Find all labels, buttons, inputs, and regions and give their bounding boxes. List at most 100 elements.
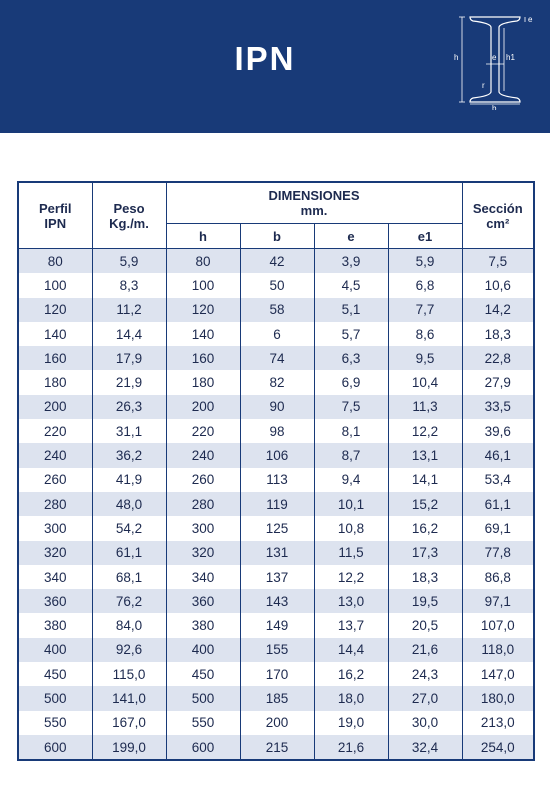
table-cell: 5,7 <box>313 321 389 347</box>
table-cell: 16,2 <box>387 516 463 541</box>
page-title: IPN <box>234 40 296 77</box>
table-cell: 27,0 <box>387 686 463 711</box>
table-cell: 280 <box>17 491 93 517</box>
table-cell: 167,0 <box>91 710 167 735</box>
table-cell: 200 <box>17 394 93 420</box>
table-cell: 12,2 <box>387 419 463 444</box>
ipn-profile-table: Perfil IPN Peso Kg./m. DIMENSIONES mm. Secc… <box>17 181 536 762</box>
table-row: 320 61,1 320 131 11,5 17,3 77,8 <box>17 540 535 565</box>
table-cell: 7,5 <box>313 394 389 420</box>
table-row: 120 11,2 120 58 5,1 7,7 14,2 <box>17 297 535 322</box>
label-b: b <box>492 104 497 110</box>
table-cell: 69,1 <box>461 516 535 541</box>
table-cell: 8,3 <box>91 273 167 298</box>
table-cell: 10,1 <box>313 491 389 517</box>
table-cell: 380 <box>165 613 241 638</box>
table-row: 360 76,2 360 143 13,0 19,5 97,1 <box>17 589 535 614</box>
table-row: 450 115,0 450 170 16,2 24,3 147,0 <box>17 662 535 687</box>
table-cell: 400 <box>17 637 93 663</box>
table-cell: 360 <box>17 589 93 614</box>
table-cell: 10,4 <box>387 370 463 395</box>
table-row: 550 167,0 550 200 19,0 30,0 213,0 <box>17 710 535 735</box>
table-cell: 380 <box>17 613 93 638</box>
table-cell: 14,4 <box>313 637 389 663</box>
header-banner: IPN h h1 e e r b <box>0 0 550 133</box>
header-peso: Peso Kg./m. <box>91 181 167 249</box>
table-cell: 5,9 <box>387 248 463 274</box>
table-cell: 53,4 <box>461 467 535 492</box>
table-cell: 12,2 <box>313 564 389 590</box>
table-cell: 8,6 <box>387 321 463 347</box>
table-cell: 170 <box>239 662 315 687</box>
table-cell: 10,6 <box>461 273 535 298</box>
table-cell: 16,2 <box>313 662 389 687</box>
table-cell: 550 <box>165 710 241 735</box>
table-cell: 215 <box>239 734 315 761</box>
table-cell: 18,3 <box>387 564 463 590</box>
table-cell: 141,0 <box>91 686 167 711</box>
table-cell: 84,0 <box>91 613 167 638</box>
table-cell: 36,2 <box>91 443 167 468</box>
table-cell: 6,9 <box>313 370 389 395</box>
ipn-beam-diagram: h h1 e e r b <box>454 15 533 110</box>
table-cell: 27,9 <box>461 370 535 395</box>
table-cell: 200 <box>165 394 241 420</box>
table-cell: 119 <box>239 491 315 517</box>
table-cell: 240 <box>17 443 93 468</box>
table-cell: 17,3 <box>387 540 463 565</box>
table-cell: 3,9 <box>313 248 389 274</box>
beam-outline <box>469 16 521 103</box>
table-cell: 18,3 <box>461 321 535 347</box>
table-cell: 8,7 <box>313 443 389 468</box>
table-cell: 213,0 <box>461 710 535 735</box>
table-cell: 320 <box>165 540 241 565</box>
table-cell: 22,8 <box>461 346 535 371</box>
table-cell: 19,0 <box>313 710 389 735</box>
table-cell: 76,2 <box>91 589 167 614</box>
header-e: e <box>313 223 389 249</box>
table-cell: 80 <box>165 248 241 274</box>
table-cell: 120 <box>17 297 93 322</box>
table-cell: 155 <box>239 637 315 663</box>
table-cell: 125 <box>239 516 315 541</box>
table-cell: 98 <box>239 419 315 444</box>
table-cell: 18,0 <box>313 686 389 711</box>
table-cell: 14,4 <box>91 321 167 347</box>
table-cell: 21,6 <box>313 734 389 761</box>
table-cell: 320 <box>17 540 93 565</box>
table-cell: 260 <box>17 467 93 492</box>
table-cell: 107,0 <box>461 613 535 638</box>
table-cell: 360 <box>165 589 241 614</box>
table-cell: 106 <box>239 443 315 468</box>
table-cell: 77,8 <box>461 540 535 565</box>
table-cell: 17,9 <box>91 346 167 371</box>
table-cell: 7,7 <box>387 297 463 322</box>
table-row: 160 17,9 160 74 6,3 9,5 22,8 <box>17 346 535 371</box>
table-row: 100 8,3 100 50 4,5 6,8 10,6 <box>17 273 535 298</box>
table-cell: 61,1 <box>461 491 535 517</box>
table-cell: 30,0 <box>387 710 463 735</box>
table-cell: 14,2 <box>461 297 535 322</box>
table-cell: 200 <box>239 710 315 735</box>
table-cell: 31,1 <box>91 419 167 444</box>
table-cell: 199,0 <box>91 734 167 761</box>
table-cell: 600 <box>165 734 241 761</box>
table-cell: 48,0 <box>91 491 167 517</box>
table-cell: 180,0 <box>461 686 535 711</box>
table-cell: 185 <box>239 686 315 711</box>
table-cell: 113 <box>239 467 315 492</box>
table-cell: 450 <box>165 662 241 687</box>
table-cell: 100 <box>165 273 241 298</box>
table-cell: 92,6 <box>91 637 167 663</box>
table-cell: 5,9 <box>91 248 167 274</box>
table-cell: 137 <box>239 564 315 590</box>
table-cell: 54,2 <box>91 516 167 541</box>
table-cell: 6,3 <box>313 346 389 371</box>
table-cell: 74 <box>239 346 315 371</box>
table-cell: 50 <box>239 273 315 298</box>
table-cell: 90 <box>239 394 315 420</box>
table-cell: 68,1 <box>91 564 167 590</box>
table-cell: 450 <box>17 662 93 687</box>
table-cell: 140 <box>17 321 93 347</box>
table-row: 600 199,0 600 215 21,6 32,4 254,0 <box>17 734 535 761</box>
